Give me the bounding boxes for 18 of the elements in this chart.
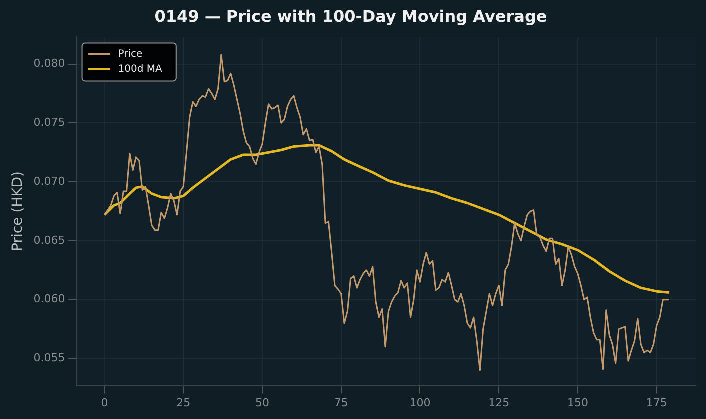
x-tick-label: 25: [176, 396, 191, 410]
y-tick-label: 0.080: [34, 57, 66, 70]
y-tick-label: 0.065: [34, 234, 66, 247]
x-tick-label: 100: [410, 396, 431, 410]
x-tick-label: 50: [255, 396, 270, 410]
y-tick-label: 0.055: [34, 352, 66, 365]
x-tick-label: 0: [101, 396, 108, 410]
legend-label: 100d MA: [118, 64, 163, 75]
x-tick-label: 150: [567, 396, 588, 410]
x-tick-label: 75: [334, 396, 348, 410]
x-tick-label: 175: [646, 396, 668, 410]
y-axis-title: Price (HKD): [10, 171, 26, 252]
chart-title: 0149 — Price with 100-Day Moving Average: [154, 6, 548, 26]
legend-label: Price: [118, 48, 143, 60]
x-tick-label: 125: [488, 396, 510, 410]
y-tick-label: 0.060: [34, 292, 66, 306]
y-tick-label: 0.070: [34, 174, 66, 188]
y-tick-label: 0.075: [34, 116, 66, 130]
